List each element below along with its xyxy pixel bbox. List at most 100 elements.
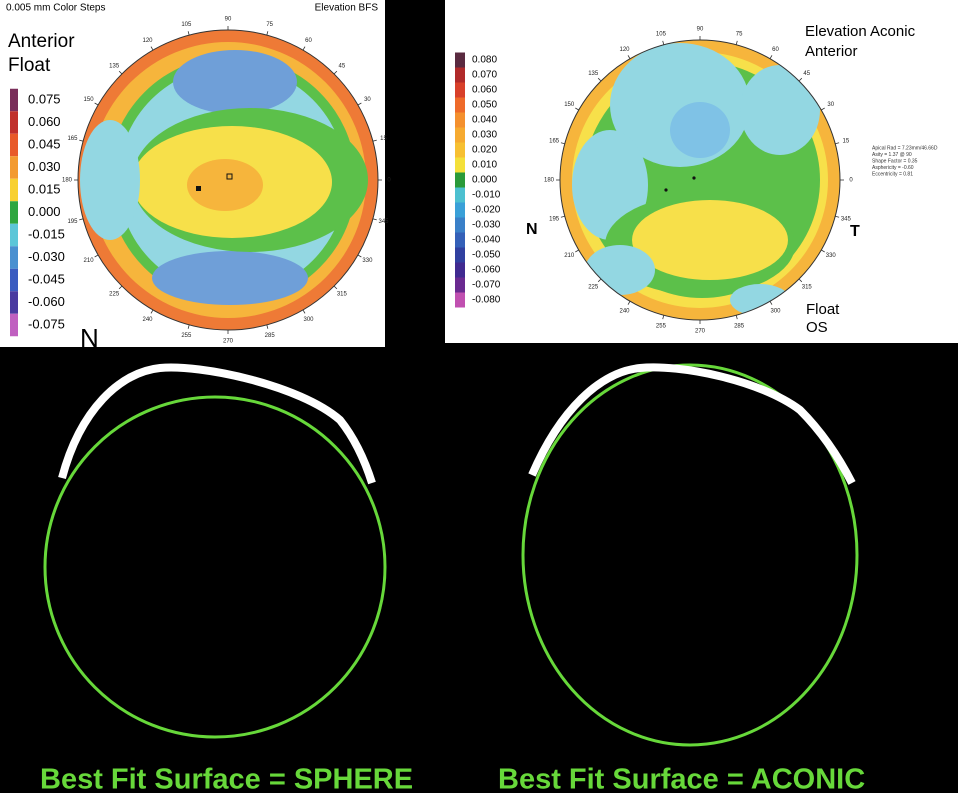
- color-scale: 0.080 0.070 0.060 0.050 0.040 0.030 0.020 0.010…: [455, 53, 501, 308]
- angle-label: 225: [588, 284, 599, 290]
- angle-label: 75: [266, 22, 273, 28]
- scale-label: -0.015: [28, 226, 65, 241]
- stat-line: Asity = 1.37 @ 90: [872, 152, 912, 158]
- marker: [664, 188, 667, 191]
- stat-line: Eccentricity = 0.81: [872, 171, 913, 177]
- map-title: Float: [8, 55, 51, 76]
- angle-label: 315: [802, 284, 813, 290]
- swatch: [10, 224, 18, 247]
- stat-line: Apical Rad = 7.23mm/46.66D: [872, 145, 938, 151]
- angle-label: 300: [303, 317, 314, 323]
- angle-label: 165: [549, 138, 560, 144]
- angle-label: 45: [803, 71, 810, 77]
- swatch: [10, 179, 18, 202]
- angle-label: 75: [736, 32, 743, 38]
- scale-label: 0.015: [28, 181, 61, 196]
- nasal-label: N: [80, 323, 99, 353]
- angle-label: 135: [588, 71, 599, 77]
- angle-label: 30: [364, 97, 371, 103]
- angle-label: 165: [67, 136, 78, 142]
- footer-label: Float: [806, 301, 840, 318]
- scale-label: 0.030: [472, 130, 497, 141]
- scale-label: -0.045: [28, 271, 65, 286]
- swatch: [10, 134, 18, 157]
- scale-label: 0.010: [472, 160, 497, 171]
- angle-label: 105: [181, 22, 192, 28]
- angle-label: 15: [843, 138, 850, 144]
- scale-label: -0.030: [28, 249, 65, 264]
- angle-label: 210: [564, 253, 575, 259]
- map-title: Anterior: [8, 31, 75, 52]
- map-title: Elevation Aconic: [805, 23, 916, 40]
- scale-label: 0.060: [472, 85, 497, 96]
- scale-label: 0.050: [472, 100, 497, 111]
- angle-label: 270: [695, 329, 706, 335]
- scale-label: 0.070: [472, 70, 497, 81]
- angle-label: 150: [564, 102, 575, 108]
- angle-label: 90: [225, 17, 232, 23]
- angle-label: 240: [142, 317, 153, 323]
- angle-label: 240: [619, 308, 630, 314]
- angle-label: 135: [109, 64, 120, 70]
- scale-label: -0.050: [472, 250, 501, 261]
- header-right: Elevation BFS: [315, 3, 379, 14]
- scale-label: 0.030: [28, 159, 61, 174]
- swatch: [455, 278, 465, 293]
- stat-line: Asphericity = -0.60: [872, 165, 914, 171]
- elevation-map: [78, 30, 378, 330]
- angle-label: 210: [84, 258, 95, 264]
- swatch: [455, 158, 465, 173]
- scale-label: -0.070: [472, 280, 501, 291]
- marker: [196, 186, 201, 191]
- caption: Best Fit Surface = SPHERE: [40, 764, 413, 793]
- swatch: [455, 173, 465, 188]
- swatch: [455, 113, 465, 128]
- scale-label: 0.000: [472, 175, 497, 186]
- angle-label: 285: [734, 323, 745, 329]
- angle-label: 90: [697, 27, 704, 33]
- scale-label: 0.075: [28, 91, 61, 106]
- scale-label: 0.080: [472, 55, 497, 66]
- nasal-label: N: [526, 221, 538, 238]
- swatch: [455, 248, 465, 263]
- angle-label: 60: [772, 47, 779, 53]
- angle-label: 120: [619, 47, 630, 53]
- angle-label: 180: [62, 178, 73, 184]
- swatch: [10, 89, 18, 112]
- angle-label: 105: [656, 32, 667, 38]
- swatch: [10, 201, 18, 224]
- angle-label: 60: [305, 38, 312, 44]
- swatch: [455, 98, 465, 113]
- elevation-map: [560, 40, 840, 320]
- swatch: [455, 263, 465, 278]
- swatch: [10, 111, 18, 134]
- swatch: [455, 233, 465, 248]
- angle-label: 195: [67, 219, 78, 225]
- scale-label: 0.040: [472, 115, 497, 126]
- swatch: [10, 156, 18, 179]
- page: {"left_map": {"header_left": "0.005 mm C…: [0, 0, 958, 793]
- scale-label: 0.020: [472, 145, 497, 156]
- angle-label: 30: [827, 102, 834, 108]
- angle-label: 180: [544, 178, 555, 184]
- marker: [692, 176, 695, 179]
- angle-label: 255: [656, 323, 667, 329]
- footer-label: OS: [806, 319, 828, 336]
- angle-label: 120: [142, 38, 153, 44]
- swatch: [455, 143, 465, 158]
- swatch: [455, 293, 465, 308]
- caption: Best Fit Surface = ACONIC: [498, 764, 865, 793]
- angle-label: 330: [826, 253, 837, 259]
- scale-label: -0.010: [472, 190, 501, 201]
- scale-label: -0.080: [472, 295, 501, 306]
- swatch: [455, 218, 465, 233]
- swatch: [10, 314, 18, 337]
- angle-label: 225: [109, 291, 120, 297]
- swatch: [455, 203, 465, 218]
- angle-label: 195: [549, 217, 560, 223]
- scale-label: -0.030: [472, 220, 501, 231]
- swatch: [10, 269, 18, 292]
- angle-label: 300: [770, 308, 781, 314]
- angle-label: 330: [362, 258, 373, 264]
- swatch: [10, 291, 18, 314]
